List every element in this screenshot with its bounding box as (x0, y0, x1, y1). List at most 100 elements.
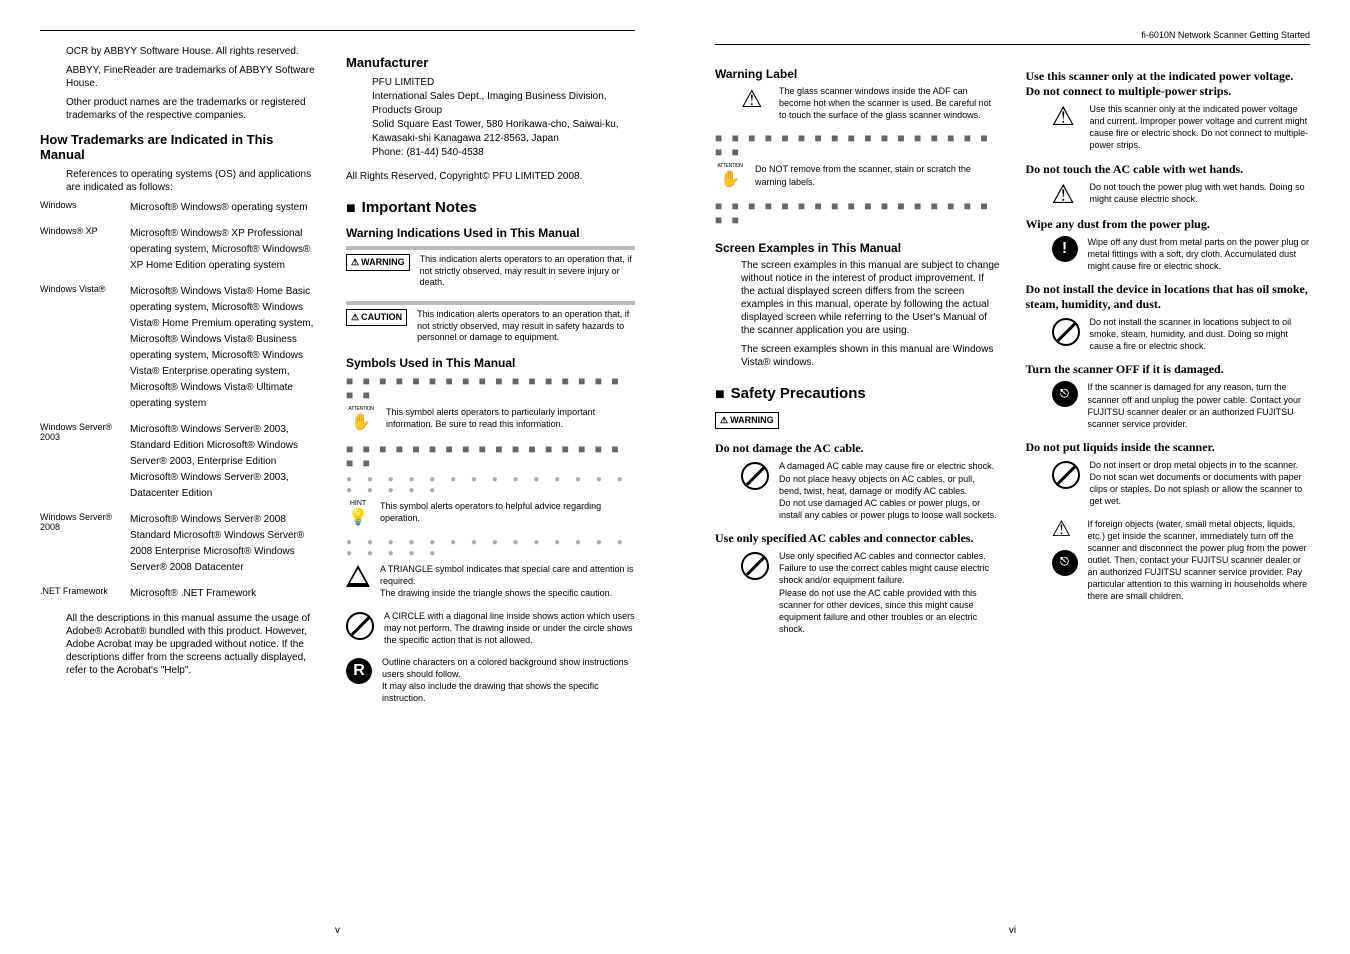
safety-h: Do not damage the AC cable. (715, 441, 1000, 456)
triangle-icon (346, 565, 370, 587)
safety-text: Wipe off any dust from metal parts on th… (1088, 236, 1311, 272)
p: ABBYY, FineReader are trademarks of ABBY… (66, 64, 320, 90)
hint-icon: HINT (346, 500, 370, 527)
prohibit-icon (741, 462, 769, 490)
os-key: Windows Server® 2003 (40, 422, 130, 502)
circle-text: A CIRCLE with a diagonal line inside sho… (384, 610, 635, 646)
safety-row: A damaged AC cable may cause fire or ele… (715, 460, 1000, 521)
shock-icon: ⚠ (1052, 103, 1080, 129)
prohibit-icon (1052, 318, 1080, 346)
safety-text: A damaged AC cable may cause fire or ele… (779, 460, 1000, 521)
attention-icon (715, 163, 745, 189)
doc-header: fi-6010N Network Scanner Getting Started (715, 30, 1310, 44)
copyright: All Rights Reserved, Copyright© PFU LIMI… (346, 170, 635, 183)
mandatory-icon: ! (1052, 236, 1078, 262)
acrobat-note: All the descriptions in this manual assu… (66, 612, 320, 677)
mfr-line: Phone: (81-44) 540-4538 (372, 146, 635, 160)
warning-text: This indication alerts operators to an o… (420, 254, 635, 289)
attention-row: This symbol alerts operators to particul… (346, 406, 635, 432)
safety-row: Do not install the scanner in locations … (1026, 316, 1311, 352)
sq-row: ■ ■ ■ ■ ■ ■ ■ ■ ■ ■ ■ ■ ■ ■ ■ ■ ■ ■ ■ (715, 199, 1000, 227)
remove-text: Do NOT remove from the scanner, stain or… (755, 163, 1000, 187)
h-symbols: Symbols Used in This Manual (346, 356, 635, 370)
os-val: Microsoft® Windows Server® 2008 Standard… (130, 512, 320, 576)
os-key: .NET Framework (40, 586, 130, 602)
os-val: Microsoft® Windows® operating system (130, 200, 320, 216)
glass-row: ⚠ The glass scanner windows inside the A… (715, 85, 1000, 121)
safety-row: Do not insert or drop metal objects in t… (1026, 459, 1311, 508)
col2: Manufacturer PFU LIMITED International S… (346, 45, 635, 715)
remove-row: Do NOT remove from the scanner, stain or… (715, 163, 1000, 189)
safety-row: Use only specified AC cables and connect… (715, 550, 1000, 635)
shock-icon: ⚠ (1052, 181, 1080, 207)
safety-row: ⚠ Use this scanner only at the indicated… (1026, 103, 1311, 152)
safety-h: Do not put liquids inside the scanner. (1026, 440, 1311, 455)
os-key: Windows Server® 2008 (40, 512, 130, 576)
safety-text: Do not touch the power plug with wet han… (1090, 181, 1311, 205)
prohibit-icon (1052, 461, 1080, 489)
sq-row: ■ ■ ■ ■ ■ ■ ■ ■ ■ ■ ■ ■ ■ ■ ■ ■ ■ ■ ■ (346, 374, 635, 402)
rule (715, 44, 1310, 45)
h-safety: Safety Precautions (715, 385, 1000, 404)
glass-text: The glass scanner windows inside the ADF… (779, 85, 1000, 121)
hint-row: HINT This symbol alerts operators to hel… (346, 500, 635, 527)
os-key: Windows® XP (40, 226, 130, 274)
rule (40, 30, 635, 31)
shock-icon: ⚠ (1052, 518, 1078, 546)
h-important: Important Notes (346, 199, 635, 218)
col1: OCR by ABBYY Software House. All rights … (40, 45, 320, 715)
mfr-line: Solid Square East Tower, 580 Horikawa-ch… (372, 118, 635, 146)
page-left: OCR by ABBYY Software House. All rights … (0, 0, 675, 954)
os-val: Microsoft® Windows Server® 2003, Standar… (130, 422, 320, 502)
screen-text: The screen examples in this manual are s… (741, 259, 1000, 337)
safety-h: Use only specified AC cables and connect… (715, 531, 1000, 546)
p: References to operating systems (OS) and… (66, 168, 320, 194)
safety-h: Turn the scanner OFF if it is damaged. (1026, 362, 1311, 377)
unplug-icon: ⎋ (1052, 550, 1078, 576)
os-key: Windows Vista® (40, 284, 130, 412)
safety-text: Use only specified AC cables and connect… (779, 550, 1000, 635)
left-columns: OCR by ABBYY Software House. All rights … (40, 45, 635, 715)
triangle-row: A TRIANGLE symbol indicates that special… (346, 563, 635, 599)
safety-row: ! Wipe off any dust from metal parts on … (1026, 236, 1311, 272)
sq-row: ■ ■ ■ ■ ■ ■ ■ ■ ■ ■ ■ ■ ■ ■ ■ ■ ■ ■ ■ (715, 131, 1000, 159)
safety-text: If the scanner is damaged for any reason… (1088, 381, 1311, 430)
os-val: Microsoft® Windows® XP Professional oper… (130, 226, 320, 274)
safety-row: ⎋ If the scanner is damaged for any reas… (1026, 381, 1311, 430)
hot-icon: ⚠ (741, 85, 769, 114)
safety-text: Use this scanner only at the indicated p… (1090, 103, 1311, 152)
safety-h: Wipe any dust from the power plug. (1026, 217, 1311, 232)
h-manufacturer: Manufacturer (346, 55, 635, 70)
page-num-left: v (335, 925, 340, 936)
unplug-icon: ⎋ (1052, 381, 1078, 407)
safety-text: Do not insert or drop metal objects in t… (1090, 459, 1311, 508)
caution-row: CAUTION This indication alerts operators… (346, 301, 635, 344)
triangle-text: A TRIANGLE symbol indicates that special… (380, 563, 635, 599)
rcol1: Warning Label ⚠ The glass scanner window… (715, 59, 1000, 645)
dot-row: ● ● ● ● ● ● ● ● ● ● ● ● ● ● ● ● ● ● ● (346, 474, 635, 496)
h-warning-label: Warning Label (715, 67, 1000, 81)
circle-row: A CIRCLE with a diagonal line inside sho… (346, 610, 635, 646)
r-icon: R (346, 658, 372, 684)
attention-icon (346, 406, 376, 432)
warning-badge: WARNING (346, 254, 410, 271)
rcol2: Use this scanner only at the indicated p… (1026, 59, 1311, 645)
warning-badge: WARNING (715, 412, 779, 429)
prohibit-icon (741, 552, 769, 580)
trademark-intro: OCR by ABBYY Software House. All rights … (40, 45, 320, 122)
caution-text: This indication alerts operators to an o… (417, 309, 635, 344)
r-text: Outline characters on a colored backgrou… (382, 656, 635, 705)
mfr-line: International Sales Dept., Imaging Busin… (372, 90, 635, 118)
safety-row: ⚠ ⎋ If foreign objects (water, small met… (1026, 518, 1311, 603)
os-table: WindowsMicrosoft® Windows® operating sys… (40, 200, 320, 602)
safety-text: Do not install the scanner in locations … (1090, 316, 1311, 352)
h-warning-indications: Warning Indications Used in This Manual (346, 226, 635, 240)
right-columns: Warning Label ⚠ The glass scanner window… (715, 59, 1310, 645)
p: OCR by ABBYY Software House. All rights … (66, 45, 320, 58)
page-right: fi-6010N Network Scanner Getting Started… (675, 0, 1350, 954)
os-val: Microsoft® .NET Framework (130, 586, 320, 602)
p: Other product names are the trademarks o… (66, 96, 320, 122)
os-val: Microsoft® Windows Vista® Home Basic ope… (130, 284, 320, 412)
page-num-right: vi (1009, 925, 1016, 936)
hint-text: This symbol alerts operators to helpful … (380, 500, 635, 524)
